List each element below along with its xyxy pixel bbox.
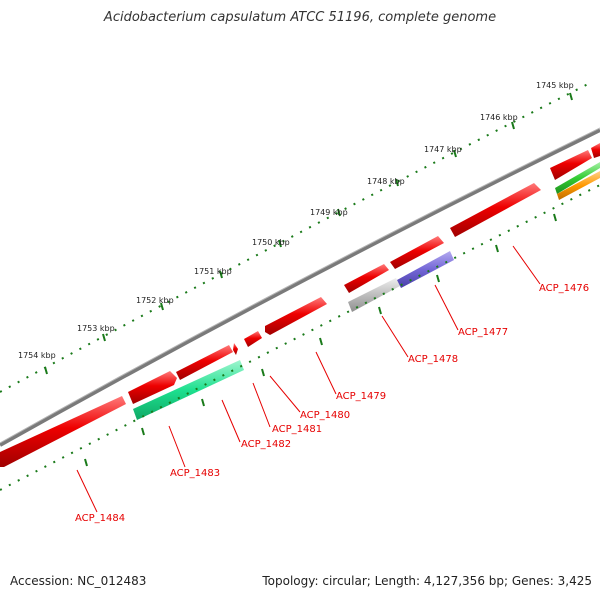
feature-gray[interactable] bbox=[348, 278, 400, 312]
feature-purple[interactable] bbox=[397, 251, 454, 288]
gene-acp-1484[interactable] bbox=[0, 396, 126, 467]
outer-tick-ring bbox=[0, 81, 593, 393]
feature-track bbox=[133, 162, 600, 420]
feature-lime[interactable] bbox=[555, 162, 600, 194]
gene-acp-1482[interactable] bbox=[176, 345, 233, 380]
kbp-label-1751: 1751 kbp bbox=[194, 267, 232, 276]
feature-orange[interactable] bbox=[557, 171, 600, 200]
forward-cds-track bbox=[0, 143, 600, 467]
gene-acp-1477-cds[interactable] bbox=[390, 236, 444, 269]
kbp-label-1750: 1750 kbp bbox=[252, 238, 290, 247]
kbp-label-1745: 1745 kbp bbox=[536, 81, 574, 90]
gene-label-acp-1478[interactable]: ACP_1478 bbox=[408, 354, 458, 365]
genome-summary-text: Topology: circular; Length: 4,127,356 bp… bbox=[262, 574, 592, 588]
genome-backbone bbox=[0, 128, 600, 447]
gene-label-acp-1476[interactable]: ACP_1476 bbox=[539, 283, 589, 294]
kbp-label-1752: 1752 kbp bbox=[136, 296, 174, 305]
gene-acp-1481[interactable] bbox=[233, 343, 238, 355]
gene-acp-1483[interactable] bbox=[128, 371, 177, 404]
gene-acp-1474-cds[interactable] bbox=[591, 143, 600, 158]
gene-label-acp-1479[interactable]: ACP_1479 bbox=[336, 391, 386, 402]
kbp-label-1748: 1748 kbp bbox=[367, 177, 405, 186]
callout-lines bbox=[76, 245, 541, 513]
accession-text: Accession: NC_012483 bbox=[10, 574, 147, 588]
kbp-label-1754: 1754 kbp bbox=[18, 351, 56, 360]
kbp-label-1746: 1746 kbp bbox=[480, 113, 518, 122]
inner-kbp-ticks bbox=[84, 213, 557, 467]
gene-acp-1479[interactable] bbox=[265, 297, 327, 335]
kbp-label-1749: 1749 kbp bbox=[310, 208, 348, 217]
gene-label-acp-1477[interactable]: ACP_1477 bbox=[458, 327, 508, 338]
gene-acp-1476-cds[interactable] bbox=[450, 183, 541, 237]
gene-label-acp-1480[interactable]: ACP_1480 bbox=[300, 410, 350, 421]
map-title: Acidobacterium capsulatum ATCC 51196, co… bbox=[103, 10, 497, 25]
inner-tick-ring bbox=[0, 184, 600, 491]
feature-green[interactable] bbox=[133, 360, 244, 420]
kbp-label-1747: 1747 kbp bbox=[424, 145, 462, 154]
gene-label-acp-1484[interactable]: ACP_1484 bbox=[75, 513, 125, 524]
gene-acp-1475-cds[interactable] bbox=[550, 150, 592, 180]
kbp-label-1753: 1753 kbp bbox=[77, 324, 115, 333]
gene-acp-1478-cds[interactable] bbox=[344, 264, 389, 293]
gene-label-acp-1483[interactable]: ACP_1483 bbox=[170, 468, 220, 479]
gene-label-acp-1481[interactable]: ACP_1481 bbox=[272, 424, 322, 435]
gene-label-acp-1482[interactable]: ACP_1482 bbox=[241, 439, 291, 450]
outer-kbp-ticks bbox=[44, 92, 573, 375]
gene-acp-1480[interactable] bbox=[244, 331, 262, 347]
